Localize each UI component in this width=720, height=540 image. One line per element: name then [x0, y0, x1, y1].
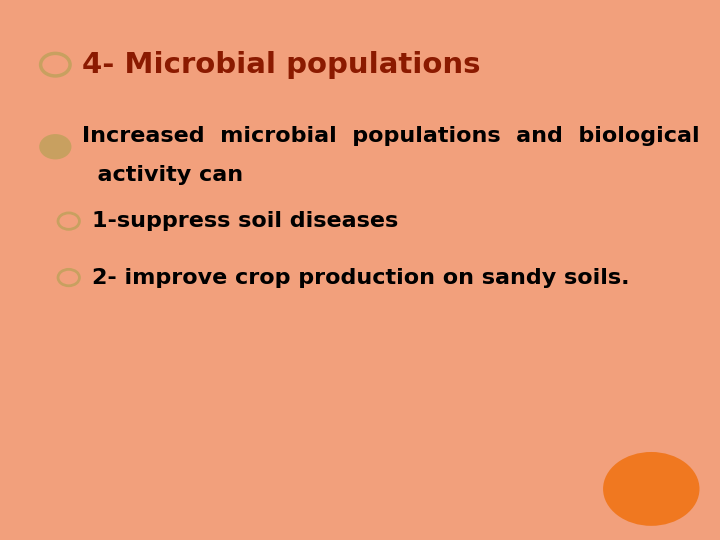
Circle shape	[603, 452, 700, 526]
Text: 2- improve crop production on sandy soils.: 2- improve crop production on sandy soil…	[92, 267, 630, 288]
Circle shape	[40, 136, 70, 158]
Text: Increased  microbial  populations  and  biological: Increased microbial populations and biol…	[82, 126, 700, 146]
Text: activity can: activity can	[82, 165, 243, 185]
Text: 1-suppress soil diseases: 1-suppress soil diseases	[92, 211, 398, 231]
Text: 4- Microbial populations: 4- Microbial populations	[82, 51, 481, 79]
